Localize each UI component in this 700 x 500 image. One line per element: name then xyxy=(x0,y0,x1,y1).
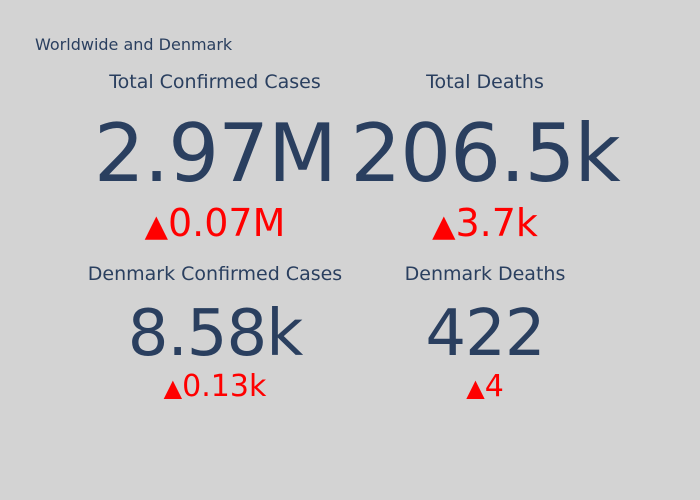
indicator-title: Total Confirmed Cases xyxy=(109,71,321,93)
indicator-title: Denmark Confirmed Cases xyxy=(87,263,343,285)
indicator-delta: ▲0.07M xyxy=(65,204,365,242)
delta-value: 0.13k xyxy=(182,369,267,404)
delta-value: 0.07M xyxy=(167,201,286,245)
indicator-denmark-confirmed-cases: Denmark Confirmed Cases 8.58k ▲0.13k xyxy=(65,265,365,402)
indicator-delta: ▲3.7k xyxy=(335,204,635,242)
triangle-up-icon: ▲ xyxy=(432,209,456,244)
figure-title: Worldwide and Denmark xyxy=(35,35,233,54)
indicator-delta: ▲0.13k xyxy=(65,372,365,402)
indicator-total-deaths: Total Deaths 206.5k ▲3.7k xyxy=(335,71,635,243)
indicator-value: 422 xyxy=(425,297,545,371)
triangle-up-icon: ▲ xyxy=(163,374,183,402)
indicator-title: Total Deaths xyxy=(426,71,544,93)
triangle-up-icon: ▲ xyxy=(144,209,168,244)
indicator-total-confirmed-cases: Total Confirmed Cases 2.97M ▲0.07M xyxy=(65,71,365,243)
delta-value: 4 xyxy=(484,369,504,404)
triangle-up-icon: ▲ xyxy=(466,374,485,402)
delta-value: 3.7k xyxy=(455,201,538,245)
indicator-delta: ▲4 xyxy=(335,372,635,402)
indicator-value: 206.5k xyxy=(350,107,620,200)
indicator-title: Denmark Deaths xyxy=(404,263,566,285)
indicator-value: 2.97M xyxy=(93,107,337,200)
indicator-value: 8.58k xyxy=(127,297,304,371)
indicator-denmark-deaths: Denmark Deaths 422 ▲4 xyxy=(335,265,635,402)
